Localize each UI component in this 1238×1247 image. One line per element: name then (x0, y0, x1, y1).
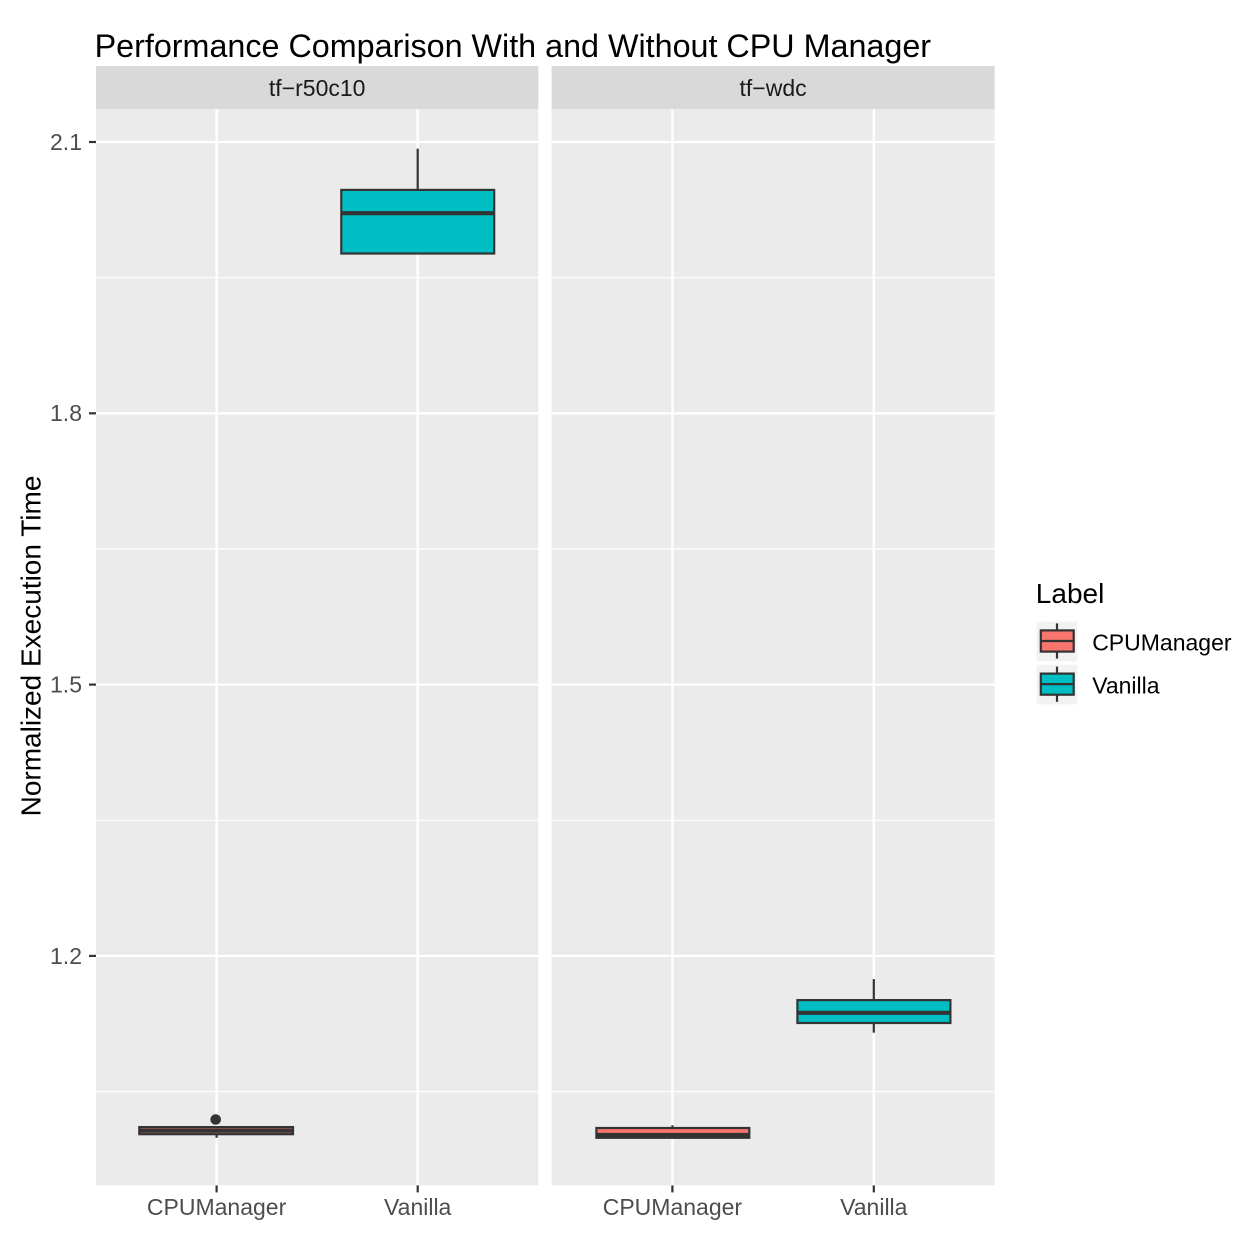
svg-text:tf−r50c10: tf−r50c10 (269, 75, 366, 101)
svg-text:Vanilla: Vanilla (384, 1194, 452, 1220)
svg-text:Performance Comparison With an: Performance Comparison With and Without … (95, 28, 932, 64)
svg-text:CPUManager: CPUManager (603, 1194, 743, 1220)
svg-text:CPUManager: CPUManager (147, 1194, 287, 1220)
svg-text:Label: Label (1036, 578, 1105, 609)
svg-text:Normalized Execution Time: Normalized Execution Time (15, 476, 46, 817)
svg-text:1.5: 1.5 (50, 672, 82, 698)
svg-text:1.2: 1.2 (50, 943, 82, 969)
svg-text:1.8: 1.8 (50, 400, 82, 426)
svg-text:CPUManager: CPUManager (1092, 629, 1232, 655)
svg-text:Vanilla: Vanilla (1092, 672, 1160, 698)
svg-text:tf−wdc: tf−wdc (740, 75, 807, 101)
svg-text:2.1: 2.1 (50, 129, 82, 155)
svg-text:Vanilla: Vanilla (840, 1194, 908, 1220)
